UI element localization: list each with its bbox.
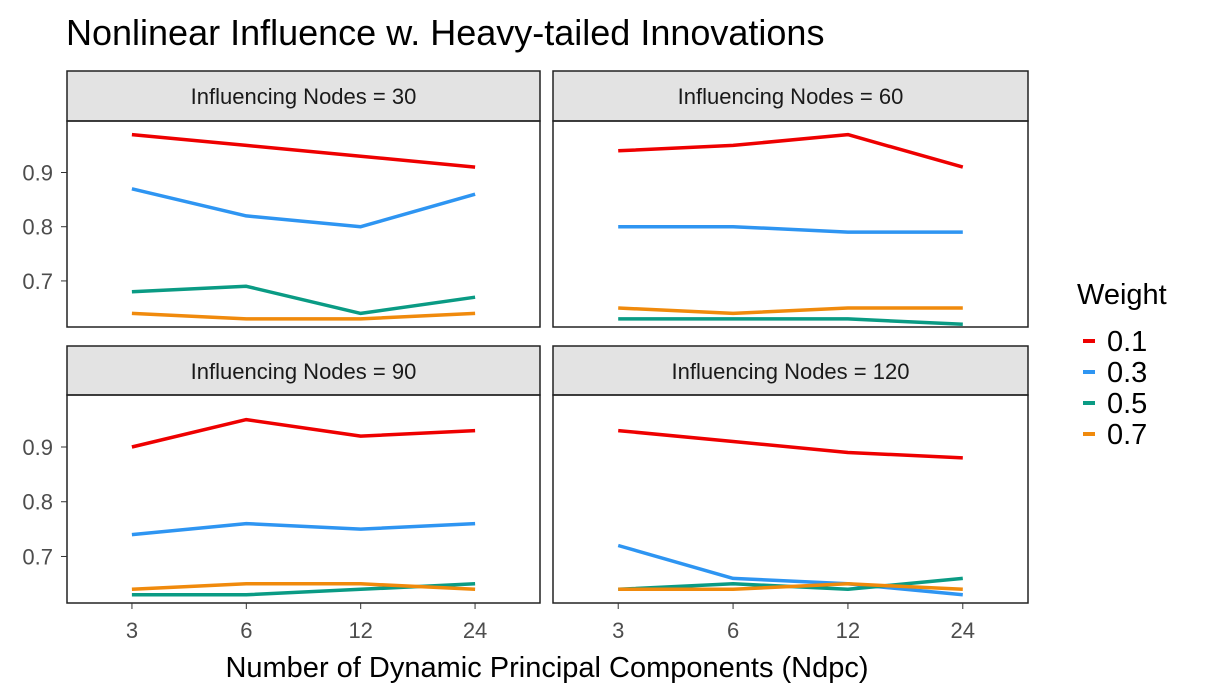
series-line-0-5 xyxy=(131,284,476,316)
legend-label: 0.1 xyxy=(1107,326,1147,358)
x-axis-title: Number of Dynamic Principal Components (… xyxy=(225,652,868,684)
series-line-0-7 xyxy=(131,582,476,592)
series-line-0-1 xyxy=(131,417,476,449)
legend-title: Weight xyxy=(1077,279,1167,311)
series-line-0-1 xyxy=(618,132,964,169)
panel-border xyxy=(66,394,541,604)
y-tick-label: 0.7 xyxy=(22,544,53,569)
series-line-0-7 xyxy=(131,311,476,321)
y-tick-label: 0.7 xyxy=(22,269,53,294)
y-tick-label: 0.8 xyxy=(22,490,53,515)
facet-strip-label: Influencing Nodes = 30 xyxy=(191,84,417,109)
y-tick-label: 0.9 xyxy=(22,435,53,460)
facet-strip-label: Influencing Nodes = 90 xyxy=(191,359,417,384)
panel-border xyxy=(66,120,541,328)
facet-panel: Influencing Nodes = 90 0.7 0.8 0.9 3 6 12 24 xyxy=(22,345,541,643)
legend-label: 0.5 xyxy=(1107,388,1147,420)
facet-strip xyxy=(552,345,1029,396)
series-line-0-3 xyxy=(617,543,963,597)
panel-border xyxy=(552,394,1029,604)
facet-panels: Influencing Nodes = 300.70.80.9Influenci… xyxy=(22,70,1029,643)
x-tick-label: 24 xyxy=(951,618,975,643)
series-line-0-1 xyxy=(618,428,963,460)
x-tick-label: 6 xyxy=(240,618,252,643)
facet-panel: Influencing Nodes = 120 3 6 12 24 xyxy=(552,345,1029,643)
legend-label: 0.3 xyxy=(1107,357,1147,389)
x-tick-label: 6 xyxy=(727,618,739,643)
facet-strip-label: Influencing Nodes = 120 xyxy=(672,359,910,384)
facet-panel: Influencing Nodes = 30 0.7 0.8 0.9 xyxy=(22,70,541,328)
facet-panel: Influencing Nodes = 60 xyxy=(552,70,1029,328)
facet-strip-label: Influencing Nodes = 60 xyxy=(678,84,904,109)
x-tick-label: 3 xyxy=(612,618,624,643)
series-line-0-3 xyxy=(131,521,476,537)
x-tick-label: 3 xyxy=(126,618,138,643)
x-tick-label: 12 xyxy=(348,618,372,643)
panel-border xyxy=(552,120,1029,328)
x-tick-label: 24 xyxy=(463,618,487,643)
series-line-0-1 xyxy=(131,132,476,169)
y-tick-label: 0.9 xyxy=(22,161,53,186)
series-line-0-3 xyxy=(131,187,476,229)
series-line-0-7 xyxy=(618,306,963,316)
facet-strip xyxy=(552,70,1029,122)
x-tick-label: 12 xyxy=(836,618,860,643)
legend-label: 0.7 xyxy=(1107,419,1147,451)
y-tick-label: 0.8 xyxy=(22,215,53,240)
legend: Weight 0.10.30.50.7 xyxy=(1077,279,1167,451)
facet-strip xyxy=(66,70,541,122)
series-line-0-7 xyxy=(618,582,963,592)
chart-title: Nonlinear Influence w. Heavy-tailed Inno… xyxy=(66,12,824,53)
series-line-0-3 xyxy=(618,224,963,234)
series-line-0-5 xyxy=(618,317,963,327)
facet-strip xyxy=(66,345,541,396)
